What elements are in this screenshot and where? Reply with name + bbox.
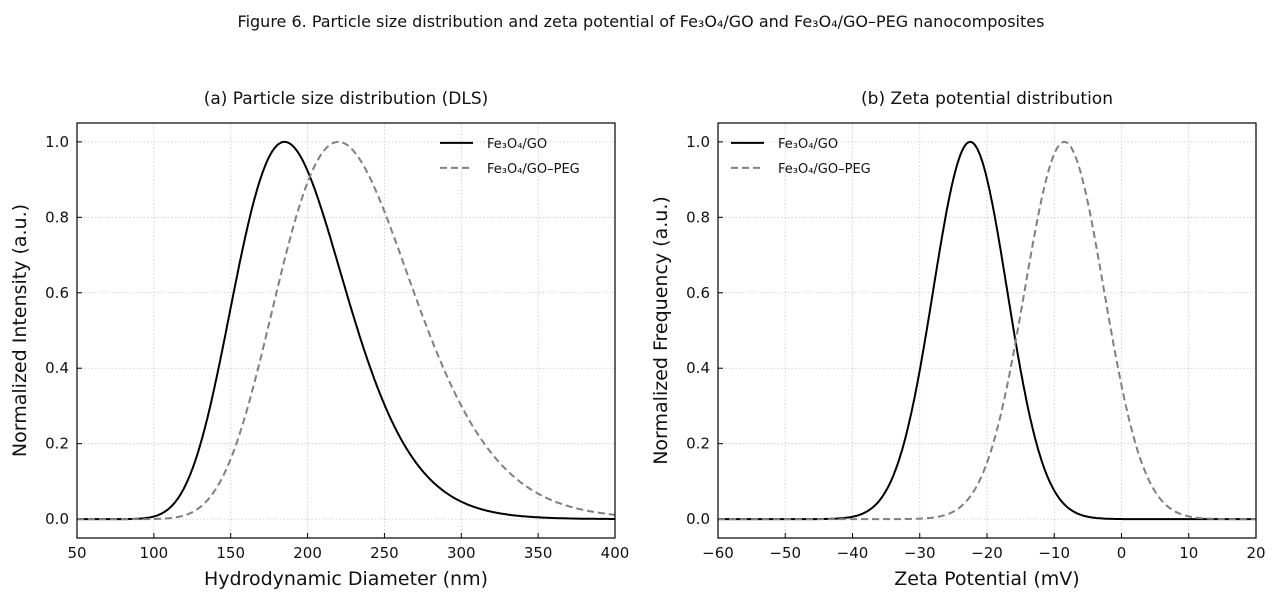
panel-a: (a) Particle size distribution (DLS) 50 10… [9, 89, 629, 590]
y-tick-label: 0.6 [45, 284, 69, 302]
x-tick-label: −50 [769, 544, 801, 562]
y-tick-label: 0.8 [45, 208, 69, 226]
series-line-fe3o4-go [77, 140, 615, 521]
x-tick-label: 400 [601, 544, 630, 562]
y-tick-label: 0.4 [45, 359, 69, 377]
y-tick-label: 0.6 [686, 284, 710, 302]
x-tick-label: 10 [1179, 544, 1198, 562]
x-tick-label: 350 [524, 544, 553, 562]
y-tick-label: 0.2 [45, 435, 69, 453]
legend-label: Fe₃O₄/GO [487, 137, 547, 152]
y-tick-label: 0.8 [686, 208, 710, 226]
x-tick-label: 200 [293, 544, 322, 562]
y-tick-label: 0.4 [686, 359, 710, 377]
figure-title: Figure 6. Particle size distribution and… [238, 12, 1045, 31]
x-tick-label: 300 [447, 544, 476, 562]
axes-frame [717, 122, 1257, 539]
legend-label: Fe₃O₄/GO [778, 137, 838, 152]
x-tick-label: −10 [1038, 544, 1070, 562]
x-tick-label: 50 [67, 544, 86, 562]
axes-frame [76, 122, 616, 539]
x-tick-label: −60 [702, 544, 734, 562]
y-tick-label: 1.0 [686, 133, 710, 151]
x-axis-label: Hydrodynamic Diameter (nm) [204, 568, 488, 590]
y-tick-label: 1.0 [45, 133, 69, 151]
x-tick-label: −20 [971, 544, 1003, 562]
y-axis-label: Normalized Frequency (a.u.) [650, 196, 672, 465]
legend-label: Fe₃O₄/GO–PEG [487, 162, 580, 177]
panel-b: (b) Zeta potential distribution −60 −50 −40… [650, 89, 1266, 590]
series-line-fe3o4-go-peg [718, 140, 1256, 521]
y-tick-label: 0.0 [686, 510, 710, 528]
x-tick-label: −40 [837, 544, 869, 562]
x-tick-label: 20 [1246, 544, 1265, 562]
y-tick-label: 0.0 [45, 510, 69, 528]
y-axis-label: Normalized Intensity (a.u.) [9, 204, 31, 457]
x-tick-label: −30 [904, 544, 936, 562]
x-axis-label: Zeta Potential (mV) [894, 568, 1079, 590]
legend-label: Fe₃O₄/GO–PEG [778, 162, 871, 177]
series-line-fe3o4-go-peg [77, 140, 616, 521]
panel-title: (b) Zeta potential distribution [861, 89, 1113, 109]
x-tick-label: 100 [140, 544, 169, 562]
x-tick-label: 150 [216, 544, 245, 562]
x-tick-label: 0 [1117, 544, 1127, 562]
x-tick-label: 250 [370, 544, 399, 562]
panel-title: (a) Particle size distribution (DLS) [204, 89, 489, 109]
y-tick-label: 0.2 [686, 435, 710, 453]
